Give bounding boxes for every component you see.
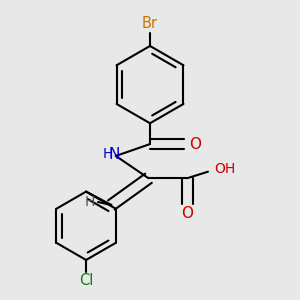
- Text: H: H: [103, 148, 113, 161]
- Text: OH: OH: [214, 162, 235, 176]
- Text: Br: Br: [142, 16, 158, 31]
- Text: O: O: [189, 136, 201, 152]
- Text: H: H: [85, 195, 95, 209]
- Text: N: N: [109, 147, 120, 162]
- Text: Cl: Cl: [79, 273, 93, 288]
- Text: O: O: [181, 206, 193, 221]
